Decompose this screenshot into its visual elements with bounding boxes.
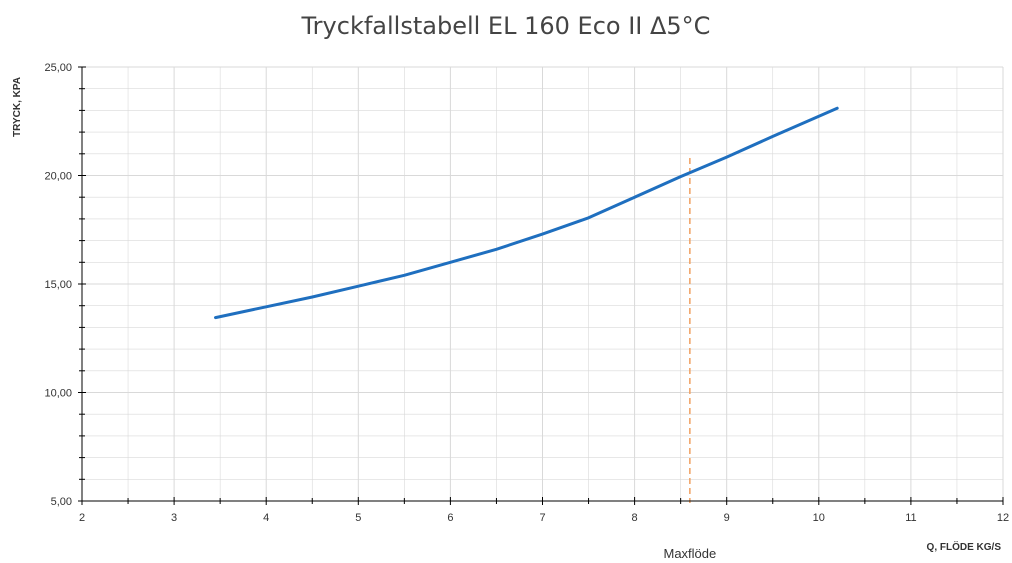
- x-tick-label: 8: [632, 512, 638, 524]
- x-tick-label: 9: [724, 512, 730, 524]
- x-tick-label: 2: [79, 512, 85, 524]
- x-tick-label: 3: [171, 512, 177, 524]
- label-layer: 2 3 4 5 6 7 8 9 10 11 12 5,00 10,00 15,00 20,00 25,00 TR…: [12, 62, 1009, 561]
- y-tick-label: 20,00: [44, 171, 72, 183]
- x-tick-label: 6: [447, 512, 453, 524]
- x-axis-title: Q, FLÖDE KG/S: [927, 540, 1002, 553]
- maxflode-marker-label: Maxflöde: [663, 546, 716, 561]
- x-tick-label: 4: [263, 512, 269, 524]
- chart-title: Tryckfallstabell EL 160 Eco II Δ5°C: [301, 12, 711, 40]
- x-tick-label: 7: [539, 512, 545, 524]
- y-tick-label: 10,00: [44, 388, 72, 400]
- y-tick-label: 25,00: [44, 62, 72, 74]
- series-line: [214, 106, 839, 320]
- y-axis-title: TRYCK, KPA: [12, 77, 23, 137]
- x-tick-label: 10: [813, 512, 825, 524]
- y-tick-label: 5,00: [51, 496, 72, 508]
- series-layer: [214, 106, 839, 320]
- x-tick-label: 12: [997, 512, 1009, 524]
- x-tick-label: 5: [355, 512, 361, 524]
- y-tick-label: 15,00: [44, 279, 72, 291]
- x-tick-label: 11: [905, 512, 916, 524]
- axis-layer: [78, 66, 1004, 505]
- grid-layer: [82, 66, 1004, 501]
